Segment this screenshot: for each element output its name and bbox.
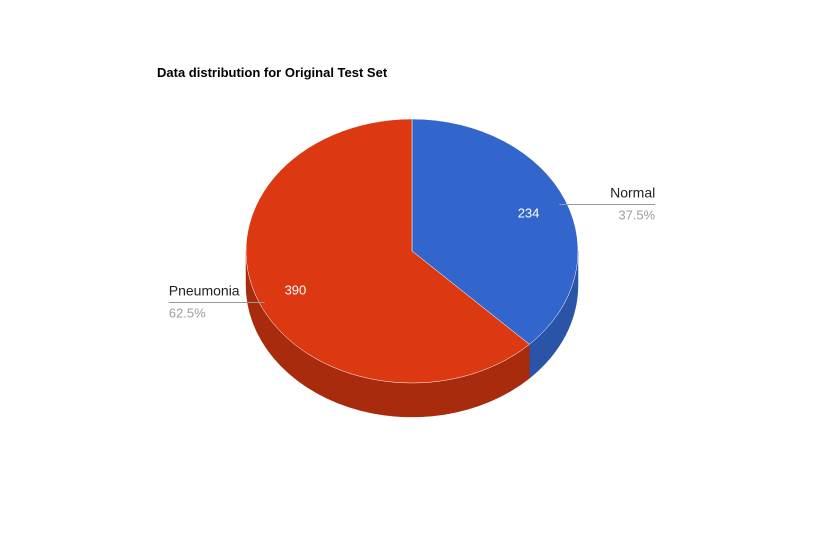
pie-slice-normal[interactable] <box>411 118 579 345</box>
label-layer: 234 Normal 37.5% 390 Pneumonia 62.5% <box>168 185 656 320</box>
pie-layer <box>245 118 579 418</box>
legend-label-normal: Normal <box>610 185 655 201</box>
slice-value-normal: 234 <box>518 206 540 221</box>
chart-title: Data distribution for Original Test Set <box>157 65 388 80</box>
legend-label-pneumonia: Pneumonia <box>169 282 240 298</box>
pie-slice-pneumonia[interactable] <box>245 118 530 384</box>
slice-value-pneumonia: 390 <box>285 282 307 297</box>
legend-percent-pneumonia: 62.5% <box>169 305 206 320</box>
legend-percent-normal: 37.5% <box>618 208 655 223</box>
